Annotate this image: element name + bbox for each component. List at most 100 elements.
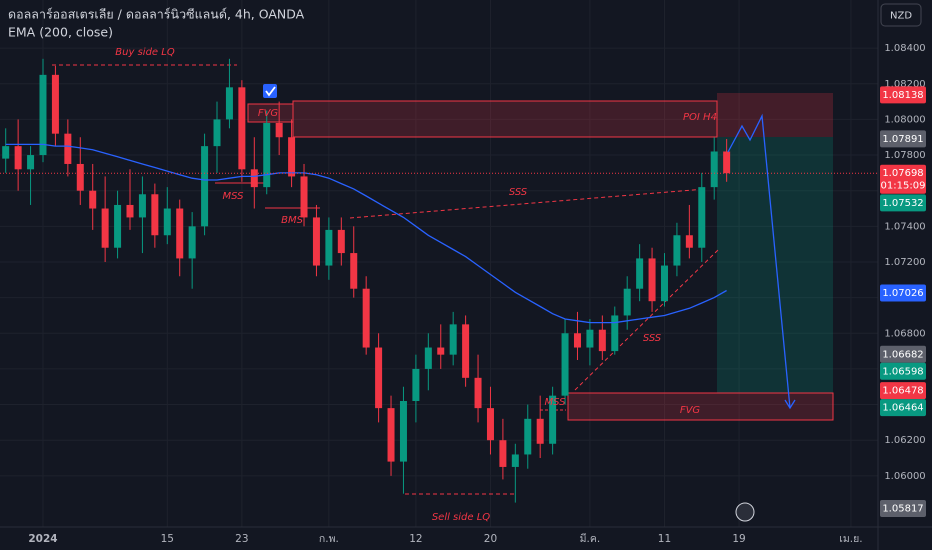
candle-body	[14, 146, 22, 170]
price-label-box	[880, 382, 926, 400]
y-tick-label: 1.06200	[884, 435, 925, 446]
fvg-box	[567, 392, 834, 421]
price-label-box	[880, 86, 926, 104]
annotation: SSS	[509, 187, 528, 198]
y-tick-label: 1.08000	[884, 114, 925, 125]
y-tick-label: 1.08200	[884, 79, 925, 90]
fvg-box	[247, 103, 294, 123]
candle-body	[524, 418, 532, 455]
flag-icon[interactable]	[735, 502, 755, 522]
price-label: 1.08138	[882, 90, 923, 101]
price-label: 1.07532	[882, 198, 923, 209]
x-tick-label: 23	[235, 533, 248, 545]
price-label-box	[880, 345, 926, 363]
currency-label[interactable]: NZD	[890, 11, 912, 22]
candle-body	[176, 208, 184, 259]
arrow-head	[784, 399, 796, 410]
candle-body	[201, 146, 209, 227]
price-label: 1.07026	[882, 288, 923, 299]
x-tick-label: 11	[658, 533, 671, 545]
candle-body	[225, 87, 233, 120]
annotation: MSS	[545, 397, 567, 408]
candle-body	[636, 258, 644, 289]
candle-body	[114, 204, 122, 248]
price-label-box	[880, 194, 926, 212]
candle-body	[710, 151, 718, 188]
x-tick-label: 12	[409, 533, 422, 545]
axes: 1.084001.082001.080001.078001.076001.074…	[28, 43, 926, 545]
candle-body	[611, 315, 619, 352]
candle-body	[685, 235, 693, 248]
x-tick-label: 2024	[28, 533, 57, 545]
annotation: Sell side LQ	[432, 512, 490, 523]
price-label-box	[880, 164, 926, 194]
countdown: 01:15:09	[881, 181, 926, 192]
candle-body	[51, 74, 59, 134]
annotation: POI H4	[683, 112, 717, 123]
candle-body	[549, 395, 557, 444]
annotation: FVG	[258, 108, 279, 119]
y-tick-label: 1.08400	[884, 43, 925, 54]
candle-body	[474, 377, 482, 409]
candle-body	[337, 229, 345, 254]
candle-body	[288, 137, 296, 177]
candle-body	[238, 87, 246, 170]
annotation: MSS	[223, 191, 245, 202]
candle-body	[586, 329, 594, 348]
x-tick-label: 20	[484, 533, 497, 545]
annotations: Buy side LQ FVG POI H4 MSS BMS SSS SSS Sell sid…	[115, 47, 717, 523]
price-label: 1.05817	[882, 503, 923, 514]
candle-body	[660, 265, 668, 302]
candle-body	[623, 288, 631, 316]
chart-title: ดอลลาร์ออสเตรเลีย / ดอลลาร์นิวซีแลนด์, 4…	[8, 7, 305, 22]
candle-body	[263, 122, 271, 188]
candle-body	[89, 190, 97, 209]
projection	[727, 113, 796, 410]
price-label-box	[880, 362, 926, 380]
currency-button[interactable]	[880, 3, 922, 27]
x-tick-label: ก.พ.	[319, 533, 339, 545]
candle-body	[673, 235, 681, 266]
candle-body	[511, 454, 519, 467]
y-tick-label: 1.06000	[884, 471, 925, 482]
candle-body	[188, 226, 196, 259]
y-tick-label: 1.07800	[884, 150, 925, 161]
projection-arrow	[727, 113, 791, 409]
annotation: BMS	[281, 215, 303, 226]
candle-body	[76, 163, 84, 191]
indicator-label: EMA (200, close)	[8, 25, 113, 40]
price-label: 1.06478	[882, 386, 923, 397]
price-label-box	[880, 499, 926, 517]
candle-body	[462, 324, 470, 378]
drawings	[52, 64, 834, 495]
ema-line	[5, 143, 727, 324]
target-zone	[717, 137, 833, 393]
candle-body	[648, 258, 656, 302]
candle-body	[698, 187, 706, 248]
candle-body	[449, 324, 457, 355]
plot	[0, 58, 878, 503]
candle-body	[27, 155, 35, 170]
candle-body	[437, 347, 445, 355]
candle-body	[561, 333, 569, 396]
candle-body	[101, 208, 109, 248]
annotation: SSS	[643, 333, 662, 344]
candle-body	[573, 333, 581, 348]
candle-body	[2, 146, 10, 159]
candle-body	[362, 288, 370, 348]
price-label-box	[880, 130, 926, 148]
candle-body	[126, 204, 134, 218]
candle-body	[151, 194, 159, 236]
trend-line	[349, 188, 706, 219]
candle-body	[499, 440, 507, 467]
x-tick-label: 15	[161, 533, 174, 545]
y-tick-label: 1.07400	[884, 221, 925, 232]
annotation: Buy side LQ	[115, 47, 175, 58]
candle-body	[399, 400, 407, 462]
candle-body	[312, 217, 320, 266]
grid	[0, 0, 878, 527]
x-tick-label: มี.ค.	[580, 532, 601, 545]
x-tick-label: 19	[732, 533, 745, 545]
check-icon	[263, 84, 277, 98]
